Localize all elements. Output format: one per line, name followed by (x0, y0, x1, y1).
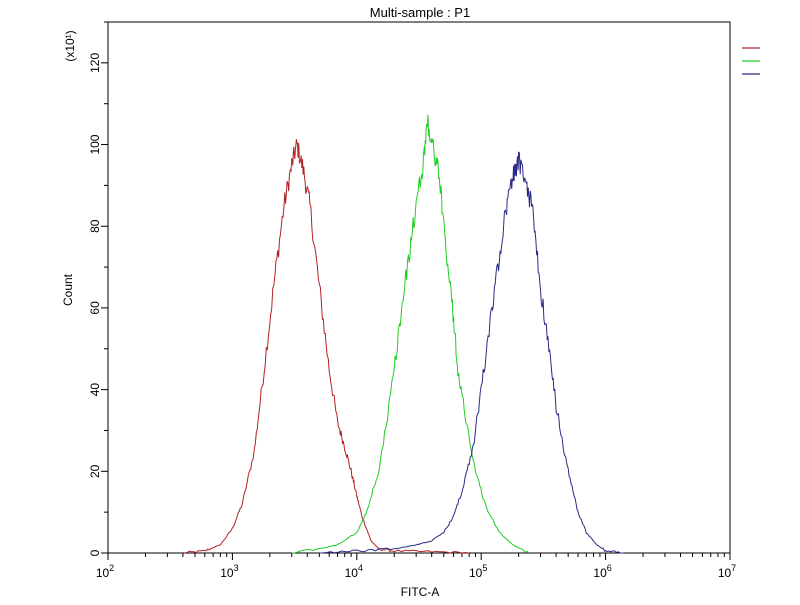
x-tick-label: 107 (718, 563, 736, 580)
x-tick-label: 102 (96, 563, 114, 580)
y-tick-label: 0 (88, 549, 102, 556)
x-tick-label: 104 (345, 563, 363, 580)
series-line-3 (319, 151, 624, 554)
y-multiplier-label: (x10¹) (63, 30, 77, 61)
x-axis-label: FITC-A (401, 585, 440, 599)
series-line-2 (291, 114, 529, 554)
plot-area: 102 103 104 105 106 107 0 20 40 60 80 100 120 (88, 21, 736, 580)
x-tick-label: 103 (220, 563, 238, 580)
y-tick-label: 100 (88, 134, 102, 154)
x-tick-label: 105 (469, 563, 487, 580)
legend (742, 47, 760, 75)
y-tick-label: 20 (88, 464, 102, 478)
y-tick-label: 40 (88, 383, 102, 397)
y-axis-label: Count (61, 273, 75, 306)
plot-frame (107, 21, 731, 554)
chart-title: Multi-sample : P1 (370, 5, 470, 20)
x-tick-label: 106 (593, 563, 611, 580)
y-tick-label: 60 (88, 301, 102, 315)
y-tick-label: 80 (88, 219, 102, 233)
y-tick-label: 120 (88, 53, 102, 73)
series-line-1 (182, 139, 470, 554)
